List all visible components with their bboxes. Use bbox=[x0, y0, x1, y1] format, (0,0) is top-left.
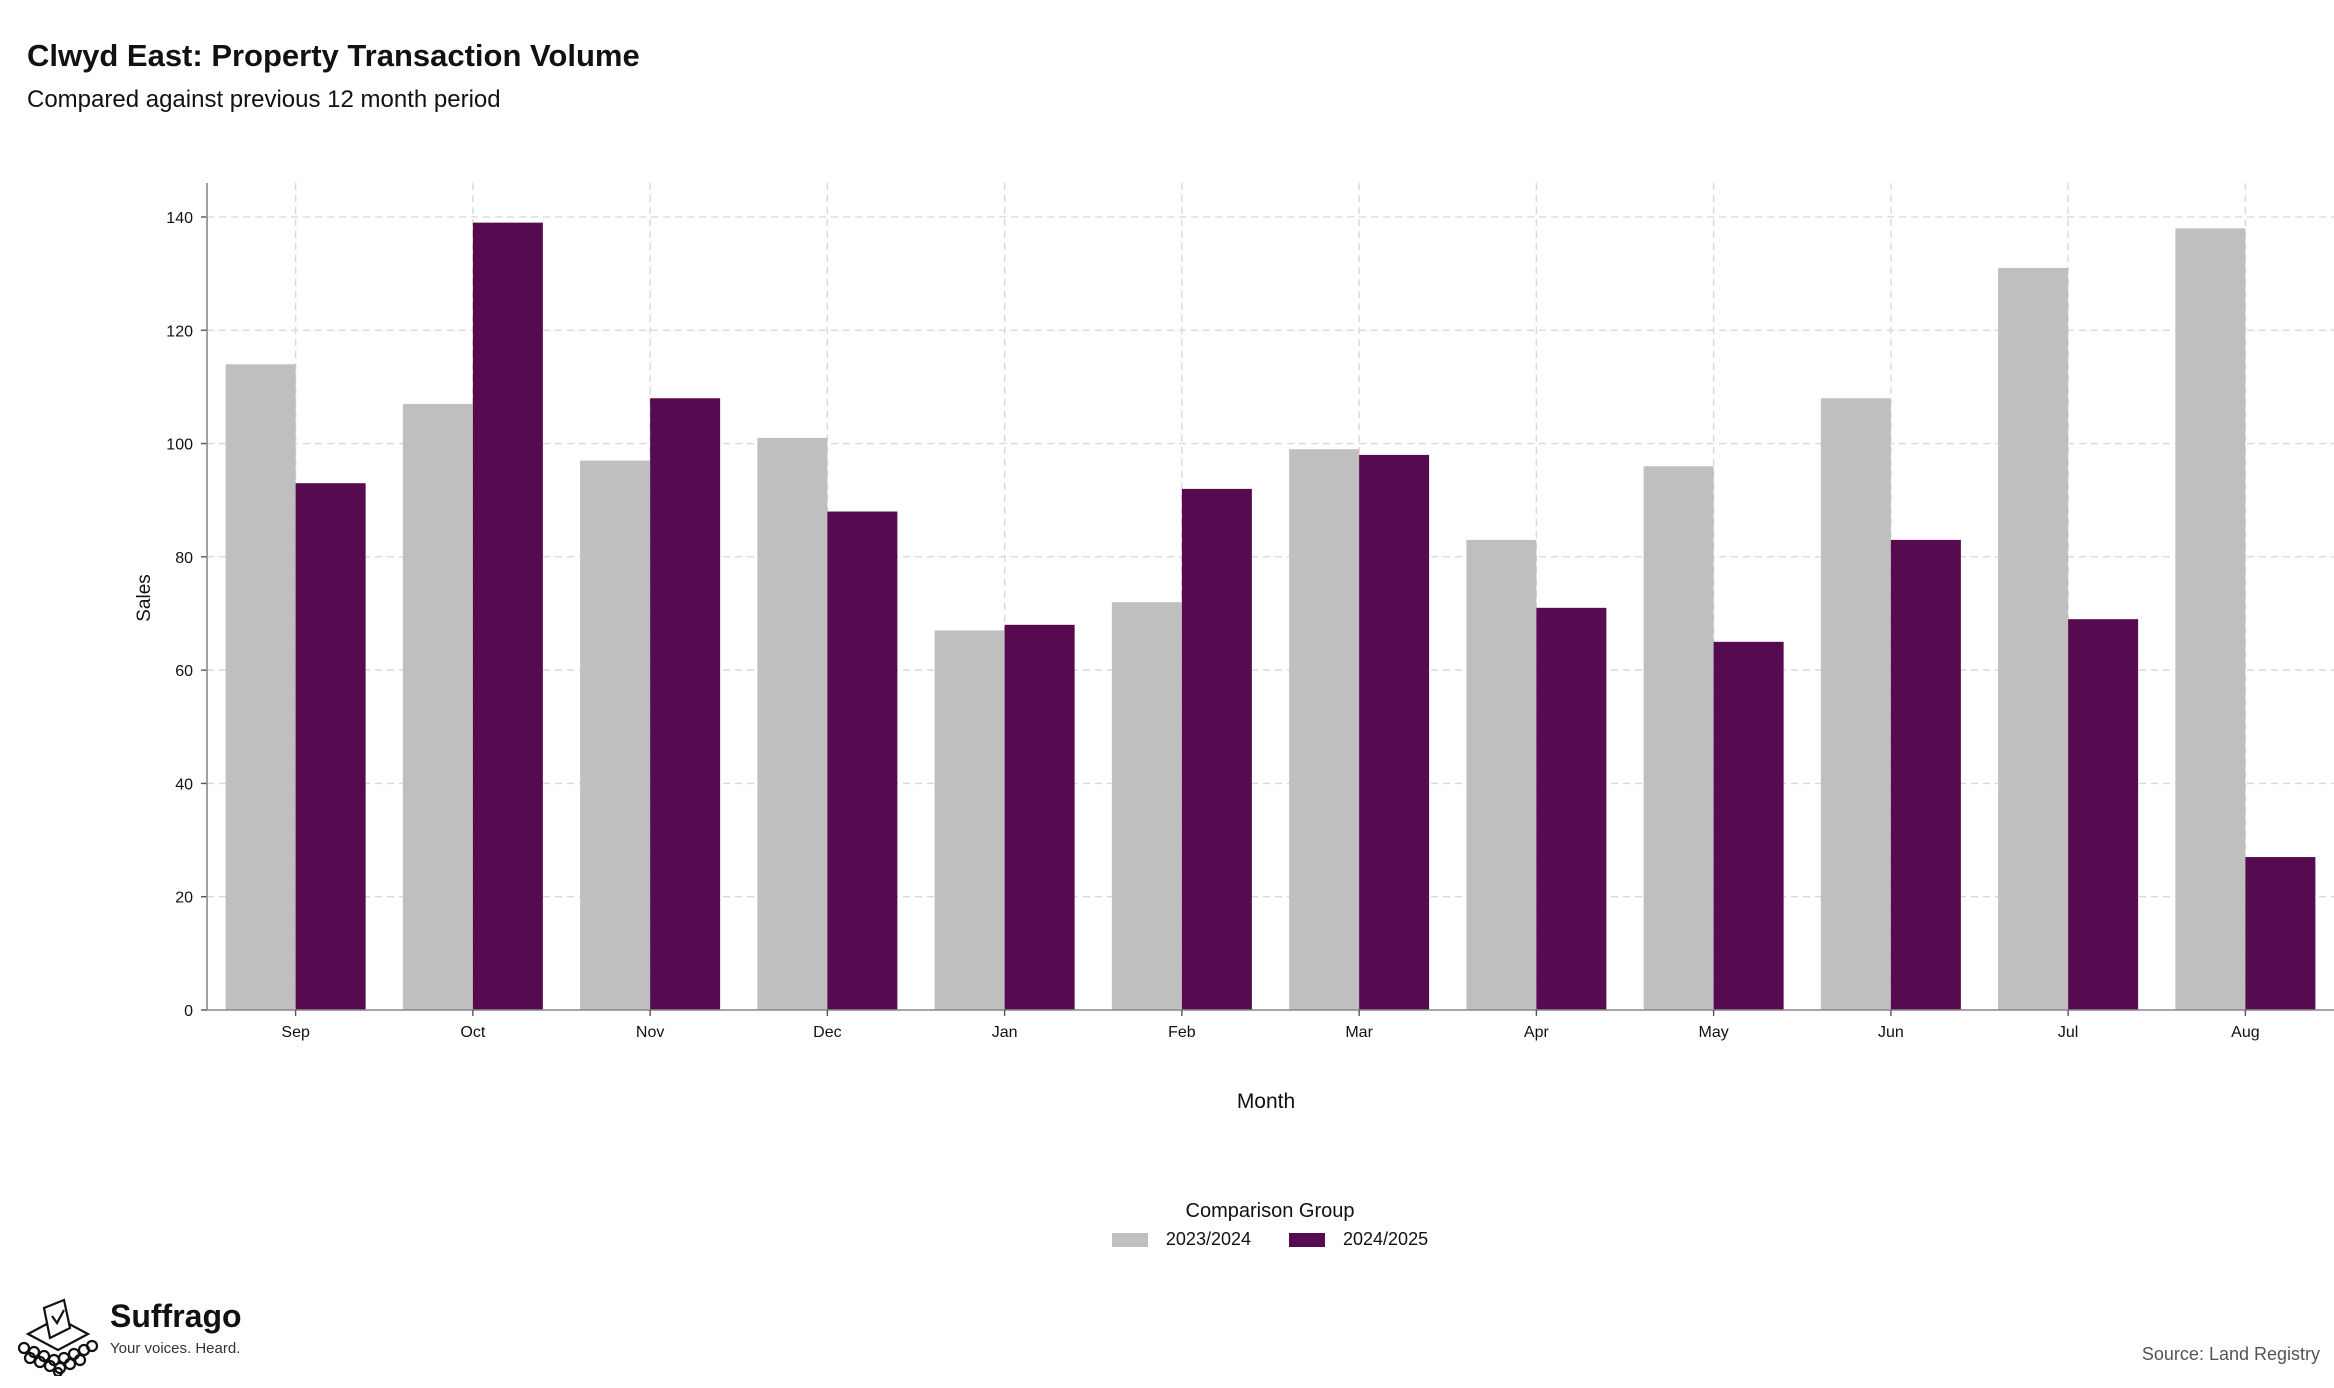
ballot-box-icon bbox=[14, 1296, 102, 1381]
bar-chart: 0 20 40 60 80 100 120 140 Sep Oct Nov Dec Jan Feb Mar A… bbox=[134, 183, 2334, 1113]
bar-2024-2025-jan bbox=[1004, 624, 1075, 1010]
x-tick-label: Sep bbox=[281, 1024, 310, 1041]
bar-2024-2025-mar bbox=[1359, 454, 1430, 1011]
bar-2023-2024-oct bbox=[402, 403, 473, 1010]
y-tick-label: 140 bbox=[166, 210, 193, 227]
bar-2024-2025-dec bbox=[827, 511, 898, 1010]
bar-2024-2025-apr bbox=[1536, 607, 1607, 1010]
legend-swatch-2023-2024 bbox=[1111, 1232, 1148, 1247]
x-tick-label: Jul bbox=[2058, 1024, 2078, 1041]
bars bbox=[225, 222, 2316, 1011]
bar-2023-2024-aug bbox=[2175, 228, 2246, 1010]
bar-2023-2024-may bbox=[1643, 466, 1714, 1010]
axes: 0 20 40 60 80 100 120 140 Sep Oct Nov Dec Jan Feb Mar A… bbox=[166, 183, 2334, 1041]
legend-label-2023-2024: 2023/2024 bbox=[1165, 1229, 1251, 1249]
bar-2024-2025-feb bbox=[1181, 488, 1252, 1010]
source-note: Source: Land Registry bbox=[2141, 1344, 2320, 1364]
legend: Comparison Group 2023/2024 2024/2025 bbox=[1050, 1200, 1490, 1250]
chart-title: Clwyd East: Property Transaction Volume bbox=[27, 38, 640, 73]
y-tick-label: 120 bbox=[166, 323, 193, 340]
x-tick-label: Jan bbox=[992, 1024, 1018, 1041]
x-tick-label: Feb bbox=[1168, 1024, 1196, 1041]
bar-2023-2024-feb bbox=[1111, 602, 1182, 1010]
y-tick-label: 40 bbox=[175, 776, 193, 793]
x-tick-label: Apr bbox=[1524, 1024, 1550, 1041]
legend-items: 2023/2024 2024/2025 bbox=[1050, 1229, 1490, 1250]
bar-2023-2024-nov bbox=[580, 460, 651, 1010]
x-tick-label: Oct bbox=[460, 1024, 485, 1041]
bar-2023-2024-jul bbox=[1998, 267, 2069, 1010]
bar-2024-2025-nov bbox=[650, 398, 721, 1010]
x-tick-label: Mar bbox=[1345, 1024, 1373, 1041]
y-axis-label: Sales bbox=[134, 574, 155, 622]
y-tick-label: 20 bbox=[175, 890, 193, 907]
y-tick-label: 60 bbox=[175, 663, 193, 680]
x-tick-label: Aug bbox=[2231, 1024, 2259, 1041]
legend-label-2024-2025: 2024/2025 bbox=[1343, 1229, 1429, 1249]
x-tick-label: Jun bbox=[1878, 1024, 1904, 1041]
bar-2024-2025-jun bbox=[1890, 539, 1961, 1010]
brand-tagline: Your voices. Heard. bbox=[110, 1340, 241, 1357]
chart-subtitle: Compared against previous 12 month perio… bbox=[27, 86, 501, 113]
bar-2024-2025-may bbox=[1713, 641, 1784, 1010]
x-tick-label: Dec bbox=[813, 1024, 841, 1041]
y-tick-label: 100 bbox=[166, 437, 193, 454]
brand-logo: Suffrago Your voices. Heard. bbox=[14, 1296, 242, 1381]
bar-2023-2024-dec bbox=[757, 437, 828, 1011]
bar-2023-2024-jan bbox=[934, 630, 1005, 1010]
y-tick-label: 0 bbox=[184, 1003, 193, 1020]
x-tick-label: May bbox=[1699, 1024, 1729, 1041]
bar-2023-2024-apr bbox=[1466, 539, 1537, 1010]
bar-2024-2025-oct bbox=[472, 222, 543, 1010]
y-tick-label: 80 bbox=[175, 550, 193, 567]
bar-2024-2025-sep bbox=[295, 483, 366, 1010]
brand-name: Suffrago bbox=[110, 1298, 242, 1334]
legend-item-2023-2024: 2023/2024 bbox=[1111, 1229, 1251, 1250]
legend-item-2024-2025: 2024/2025 bbox=[1289, 1229, 1428, 1250]
x-axis-label: Month bbox=[1237, 1090, 1295, 1113]
brand-text: Suffrago Your voices. Heard. bbox=[110, 1296, 242, 1357]
bar-2023-2024-mar bbox=[1289, 449, 1360, 1010]
x-tick-label: Nov bbox=[636, 1024, 664, 1041]
legend-swatch-2024-2025 bbox=[1289, 1232, 1325, 1247]
bar-2023-2024-jun bbox=[1820, 398, 1891, 1010]
bar-2024-2025-aug bbox=[2245, 857, 2316, 1010]
bar-2024-2025-jul bbox=[2068, 619, 2139, 1010]
legend-title: Comparison Group bbox=[1185, 1200, 1355, 1222]
bar-2023-2024-sep bbox=[225, 364, 296, 1011]
